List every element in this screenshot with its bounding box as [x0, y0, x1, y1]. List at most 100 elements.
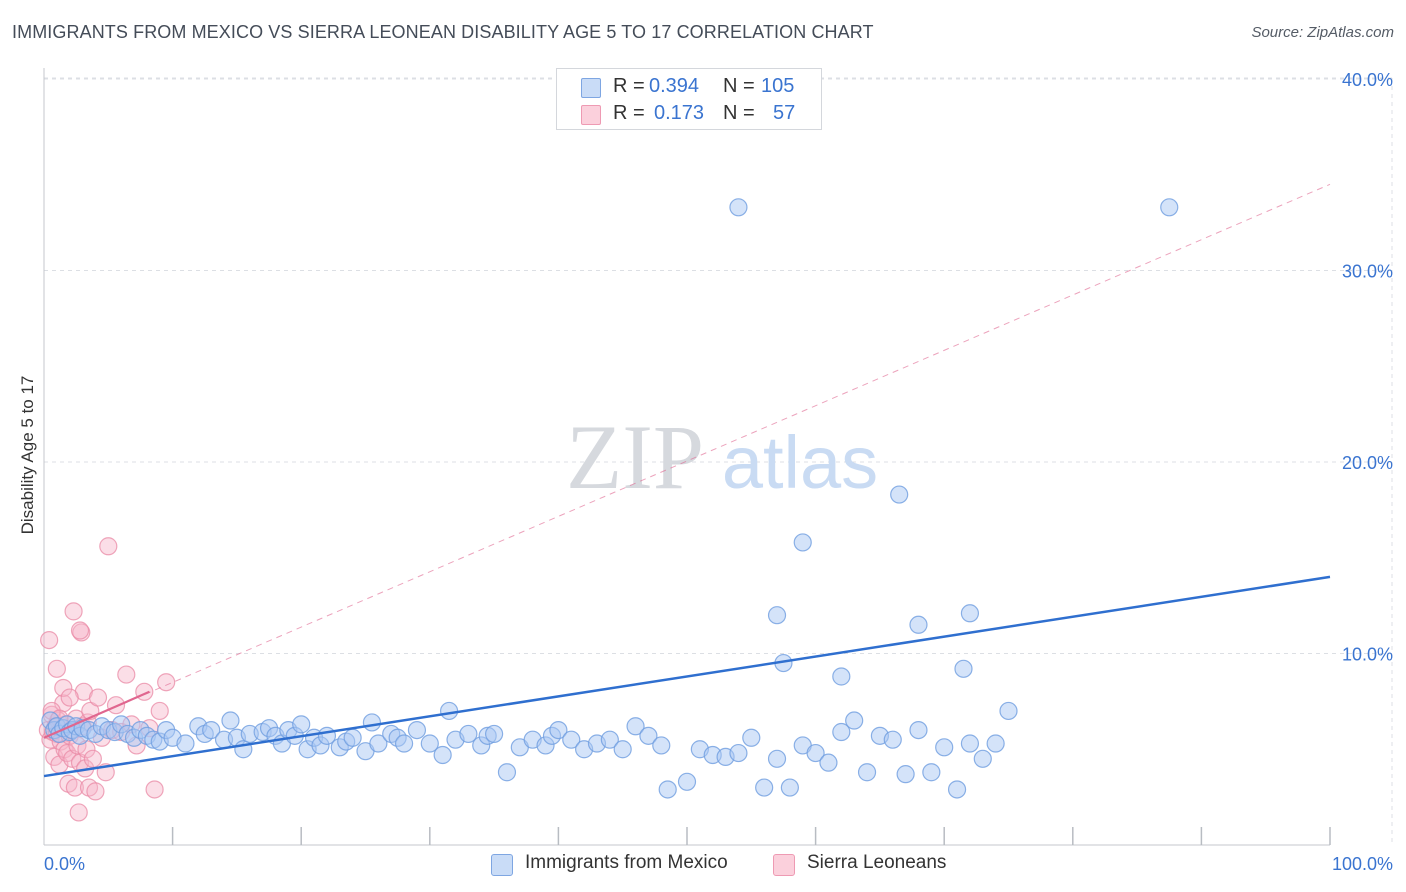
- blue-point: [729, 198, 748, 217]
- blue-point: [562, 730, 581, 749]
- pink-point: [145, 780, 164, 799]
- legend-swatch-blue: [581, 78, 601, 98]
- blue-point: [909, 615, 928, 634]
- blue-point: [176, 734, 195, 753]
- blue-point: [1160, 198, 1179, 217]
- blue-point: [806, 743, 825, 763]
- blue-point: [960, 604, 980, 623]
- bottom-legend-label-blue: Immigrants from Mexico: [525, 852, 728, 873]
- blue-point: [652, 736, 671, 755]
- blue-point: [742, 728, 761, 747]
- y-tick-label: 40.0%: [1342, 70, 1393, 90]
- blue-point: [845, 711, 864, 730]
- blue-point: [497, 763, 517, 782]
- legend-r-value: 0.394: [649, 75, 700, 97]
- pink-point: [58, 743, 77, 763]
- pink-point: [70, 621, 90, 640]
- blue-point: [369, 734, 388, 753]
- blue-point: [677, 772, 697, 791]
- blue-point: [755, 778, 774, 797]
- blue-point: [986, 734, 1005, 753]
- pink-point: [150, 701, 169, 721]
- pink-point: [54, 678, 73, 698]
- blue-point: [832, 722, 851, 742]
- blue-point: [221, 711, 240, 730]
- blue-point: [439, 701, 459, 721]
- pink-point: [83, 749, 102, 768]
- blue-point: [420, 734, 439, 753]
- pink-point: [99, 537, 118, 556]
- blue-point: [600, 730, 619, 749]
- legend-swatch-pink: [581, 105, 601, 125]
- blue-point: [954, 659, 973, 678]
- pink-point: [47, 659, 66, 678]
- source-credit: Source: ZipAtlas.com: [1251, 24, 1394, 41]
- legend-n-value: 105: [761, 75, 795, 97]
- x-tick-label: 100.0%: [1332, 854, 1393, 874]
- blue-point: [973, 749, 992, 768]
- pink-point: [65, 778, 84, 797]
- trend-lines: [43, 183, 1331, 778]
- legend-n-label: N =: [723, 102, 755, 124]
- blue-point: [202, 720, 221, 740]
- watermark-zip: ZIP: [566, 406, 704, 508]
- tick-labels: 10.0% 20.0% 30.0% 40.0% 0.0% 100.0%: [44, 70, 1393, 874]
- watermark-atlas: atlas: [722, 421, 878, 504]
- blue-point: [909, 720, 928, 740]
- y-tick-label: 30.0%: [1342, 262, 1393, 282]
- y-tick-label: 10.0%: [1342, 645, 1393, 665]
- blue-point: [793, 533, 812, 552]
- blue-point: [639, 726, 658, 745]
- blue-point: [896, 765, 915, 784]
- bottom-legend-label-pink: Sierra Leoneans: [807, 852, 947, 873]
- correlation-legend: R = 0.394 N = 105 R = 0.173 N = 57: [556, 68, 822, 130]
- legend-n-label: N =: [723, 75, 755, 97]
- blue-point: [960, 734, 980, 753]
- blue-point: [362, 713, 382, 732]
- blue-point: [729, 743, 748, 763]
- blue-point: [780, 778, 799, 797]
- x-tick-label: 0.0%: [44, 854, 85, 874]
- blue-point: [999, 701, 1018, 721]
- pink-point: [64, 602, 83, 621]
- blue-trend-line: [43, 575, 1331, 778]
- y-tick-label: 20.0%: [1342, 453, 1393, 473]
- blue-point: [832, 667, 851, 686]
- blue-point: [935, 738, 954, 757]
- blue-point: [857, 763, 877, 782]
- chart-title: IMMIGRANTS FROM MEXICO VS SIERRA LEONEAN…: [12, 22, 874, 42]
- legend-r-label: R =: [613, 75, 645, 97]
- blue-point: [767, 606, 787, 625]
- blue-point: [626, 717, 645, 736]
- blue-point: [343, 728, 362, 747]
- blue-point: [394, 734, 414, 753]
- bottom-legend-swatch-pink: [773, 854, 795, 876]
- pink-point: [117, 665, 136, 684]
- pink-series-points: [38, 537, 176, 822]
- bottom-legend-swatch-blue: [491, 854, 513, 876]
- legend-r-label: R =: [613, 102, 645, 124]
- blue-point: [292, 715, 311, 734]
- blue-point: [433, 745, 452, 765]
- blue-point: [407, 720, 427, 740]
- pink-point: [88, 688, 108, 707]
- blue-series-points: [41, 198, 1179, 799]
- watermark: ZIP atlas: [566, 406, 878, 508]
- blue-point: [922, 763, 941, 782]
- pink-point: [40, 630, 59, 650]
- blue-point: [485, 724, 504, 744]
- blue-point: [947, 780, 967, 799]
- legend-n-value: 57: [773, 102, 796, 124]
- pink-point: [60, 688, 79, 707]
- pink-point: [86, 782, 105, 801]
- blue-point: [658, 780, 677, 799]
- blue-point: [890, 485, 909, 504]
- pink-trend-line-dashed: [43, 183, 1331, 739]
- blue-point: [883, 730, 902, 749]
- pink-point: [157, 673, 176, 692]
- pink-point: [69, 803, 88, 822]
- y-axis-label: Disability Age 5 to 17: [18, 375, 37, 535]
- blue-point: [549, 720, 568, 740]
- blue-point: [613, 740, 632, 759]
